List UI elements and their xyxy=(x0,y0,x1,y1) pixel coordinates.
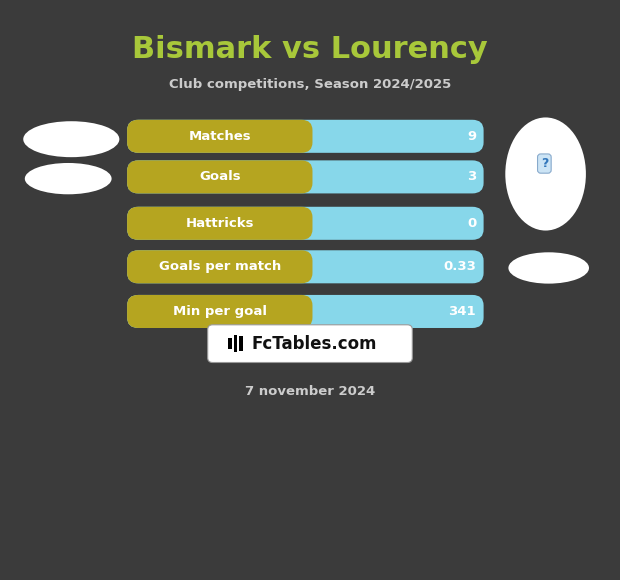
FancyBboxPatch shape xyxy=(127,160,312,194)
Text: 0: 0 xyxy=(467,217,476,230)
Text: 7 november 2024: 7 november 2024 xyxy=(245,385,375,398)
Text: Hattricks: Hattricks xyxy=(185,217,254,230)
Text: 0.33: 0.33 xyxy=(443,260,476,273)
FancyBboxPatch shape xyxy=(127,160,484,194)
Text: Bismark vs Lourency: Bismark vs Lourency xyxy=(132,35,488,64)
Text: 341: 341 xyxy=(448,305,476,318)
FancyBboxPatch shape xyxy=(228,338,232,349)
FancyBboxPatch shape xyxy=(234,335,237,353)
Text: Min per goal: Min per goal xyxy=(173,305,267,318)
FancyBboxPatch shape xyxy=(127,206,484,240)
Text: FcTables.com: FcTables.com xyxy=(251,335,377,353)
Ellipse shape xyxy=(24,121,120,157)
Ellipse shape xyxy=(25,163,112,194)
Text: Matches: Matches xyxy=(188,130,251,143)
FancyBboxPatch shape xyxy=(127,250,484,283)
FancyBboxPatch shape xyxy=(127,250,312,283)
FancyBboxPatch shape xyxy=(127,295,312,328)
FancyBboxPatch shape xyxy=(239,336,243,351)
Ellipse shape xyxy=(505,117,586,231)
Text: Goals: Goals xyxy=(199,171,241,183)
FancyBboxPatch shape xyxy=(127,119,312,153)
Ellipse shape xyxy=(508,252,589,284)
FancyBboxPatch shape xyxy=(127,295,484,328)
FancyBboxPatch shape xyxy=(127,206,312,240)
Text: Club competitions, Season 2024/2025: Club competitions, Season 2024/2025 xyxy=(169,78,451,90)
FancyBboxPatch shape xyxy=(208,325,412,362)
Text: 9: 9 xyxy=(467,130,476,143)
Text: 3: 3 xyxy=(467,171,476,183)
FancyBboxPatch shape xyxy=(127,119,484,153)
Text: Goals per match: Goals per match xyxy=(159,260,281,273)
Text: ?: ? xyxy=(541,157,548,170)
